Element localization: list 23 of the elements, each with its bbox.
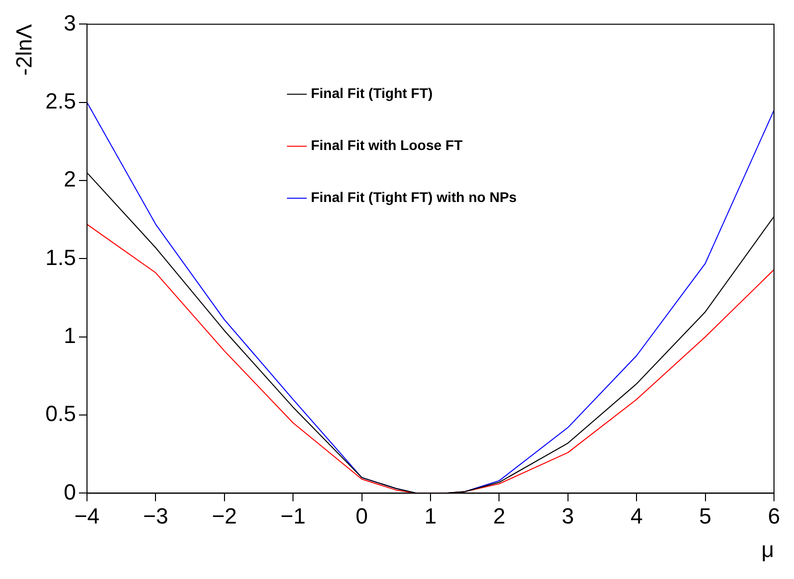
x-tick-label: 3 [562,503,574,528]
legend-label: Final Fit with Loose FT [310,137,463,154]
x-tick-label: 2 [493,503,506,528]
x-tick-label: −4 [74,503,100,528]
x-tick-label: −1 [280,503,306,528]
x-tick-label: 0 [356,503,368,528]
y-tick-label: 1 [64,322,76,348]
y-tick-label: 3 [64,10,76,36]
y-tick-label: 2.5 [45,88,76,114]
y-tick-label: 0.5 [45,401,76,426]
y-tick-label: 2 [64,166,76,192]
x-tick-label: −3 [143,503,168,528]
legend-label: Final Fit (Tight FT) [310,85,433,102]
y-axis-title: -2lnΛ [11,24,36,76]
x-tick-label: 1 [424,503,437,528]
x-tick-label: 5 [699,503,712,528]
y-tick-label: 0 [64,479,76,504]
legend-label: Final Fit (Tight FT) with no NPs [310,189,517,206]
x-tick-label: −2 [212,503,237,528]
y-tick-label: 1.5 [45,244,76,270]
x-tick-label: 4 [630,503,643,528]
x-axis-title: μ [761,536,774,562]
x-tick-label: 6 [768,503,780,528]
